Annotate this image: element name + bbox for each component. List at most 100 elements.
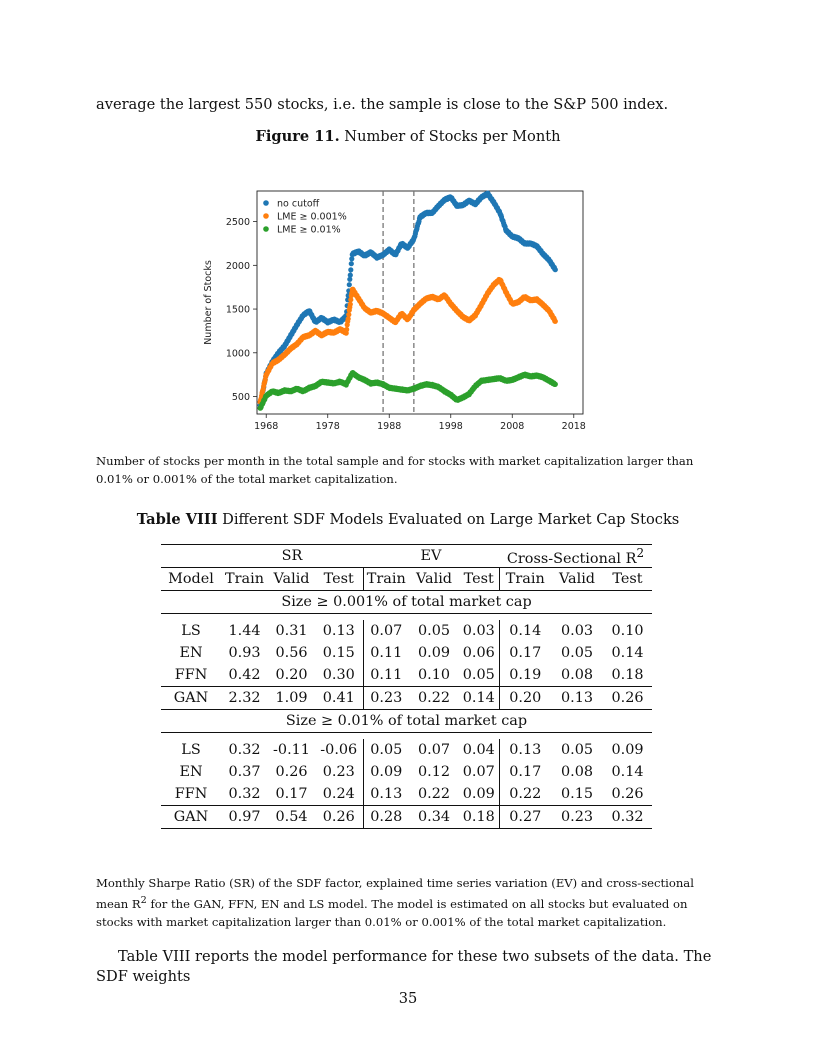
legend-entry: no cutoff	[277, 199, 320, 210]
row-value: 0.41	[315, 686, 364, 710]
subheader-5: Test	[459, 567, 500, 591]
row-value: -0.06	[315, 739, 364, 761]
table-row-gan: GAN 2.32 1.09 0.41 0.23 0.22 0.14 0.20 0.13 0.26	[161, 686, 652, 710]
panel-title-row: Size ≥ 0.001% of total market cap	[161, 590, 652, 614]
row-value: 0.04	[459, 739, 500, 761]
row-value: 0.28	[363, 805, 409, 829]
row-value: 0.05	[417, 623, 451, 639]
subheader-0: Train	[221, 567, 268, 591]
row-value: 0.07	[370, 623, 403, 639]
panel-title-2: Size ≥ 0.01% of total market cap	[161, 709, 652, 733]
row-value: 0.08	[560, 764, 594, 780]
row-value: 0.13	[551, 686, 603, 710]
figure-title: Figure 11. Number of Stocks per Month	[0, 128, 816, 145]
figure-label: Figure 11.	[255, 128, 340, 145]
data-point	[346, 282, 352, 288]
row-value: 0.23	[315, 761, 364, 783]
row-value: 1.09	[268, 686, 315, 710]
group-header-cs: Cross-Sectional R2	[499, 544, 652, 568]
row-value: 0.03	[560, 623, 594, 639]
table-caption-b: for the GAN, FFN, EN and LS model. The m…	[96, 896, 688, 929]
x-tick-label: 1978	[316, 421, 340, 432]
y-tick-label: 500	[232, 392, 250, 403]
row-value: 0.13	[509, 742, 542, 758]
x-tick-label: 2018	[562, 421, 586, 432]
row-value: 0.34	[409, 805, 459, 829]
model-header: Model	[161, 567, 221, 591]
table-row-gan: GAN 0.97 0.54 0.26 0.28 0.34 0.18 0.27 0.23 0.32	[161, 805, 652, 829]
row-value: 0.08	[551, 664, 603, 687]
row-value: 0.12	[417, 764, 451, 780]
table-row: LS 0.32 -0.11 -0.06 0.05 0.07 0.04 0.13 0.05 0.09	[161, 739, 652, 761]
row-value: 0.13	[363, 783, 409, 806]
outro-paragraph: Table VIII reports the model performance…	[96, 948, 712, 985]
row-value: 0.09	[459, 783, 500, 806]
legend-marker	[263, 200, 269, 206]
table-row: FFN 0.42 0.20 0.30 0.11 0.10 0.05 0.19 0.08 0.18	[161, 664, 652, 687]
row-value: 0.32	[603, 805, 652, 829]
row-model: GAN	[161, 686, 221, 710]
row-value: 0.24	[315, 783, 364, 806]
table-label: Table VIII	[136, 511, 218, 528]
row-model: EN	[179, 764, 203, 780]
row-value: 0.09	[417, 645, 451, 661]
legend-entry: LME ≥ 0.01%	[277, 225, 341, 236]
row-value: 0.18	[459, 805, 500, 829]
data-point	[348, 297, 354, 303]
data-point	[349, 256, 355, 262]
row-value: 0.37	[228, 764, 261, 780]
row-model: EN	[179, 645, 203, 661]
row-value: 2.32	[221, 686, 268, 710]
figure-title-text: Number of Stocks per Month	[344, 128, 561, 145]
group-header-ev: EV	[363, 544, 499, 568]
x-tick-label: 2008	[500, 421, 524, 432]
row-value: 0.11	[363, 664, 409, 687]
row-value: 0.15	[315, 642, 364, 664]
row-value: 0.97	[221, 805, 268, 829]
table-row: EN 0.93 0.56 0.15 0.11 0.09 0.06 0.17 0.05 0.14	[161, 642, 652, 664]
data-point	[347, 272, 353, 278]
legend-entry: LME ≥ 0.001%	[277, 212, 347, 223]
row-value: 0.07	[459, 761, 500, 783]
table-caption-a: Monthly Sharpe Ratio (SR) of the SDF fac…	[96, 876, 694, 911]
row-value: -0.11	[273, 742, 310, 758]
row-value: 0.03	[459, 620, 500, 642]
row-value: 0.11	[370, 645, 403, 661]
row-model: GAN	[161, 805, 221, 829]
data-point	[552, 267, 558, 273]
row-value: 0.42	[221, 664, 268, 687]
y-axis-label: Number of Stocks	[203, 260, 214, 345]
row-value: 0.56	[275, 645, 308, 661]
table-subheader: Model Train Valid Test Train Valid Test Train Va…	[161, 567, 652, 591]
figure-caption: Number of stocks per month in the total …	[96, 454, 694, 486]
table-caption-sup: 2	[140, 895, 147, 906]
data-point	[348, 261, 354, 267]
legend-marker	[263, 213, 269, 219]
stocks-per-month-chart: 1968 1978 1988 1998 2008 2018 500 1000 1500 2000 2…	[203, 190, 586, 432]
row-value: 0.10	[409, 664, 459, 687]
x-tick-label: 1968	[254, 421, 278, 432]
row-value: 0.23	[551, 805, 603, 829]
empty-cell	[161, 544, 221, 568]
y-tick-label: 1500	[226, 305, 250, 316]
x-tick-label: 1988	[377, 421, 401, 432]
y-tick-label: 2000	[226, 261, 250, 272]
table-title-text: Different SDF Models Evaluated on Large …	[222, 511, 680, 528]
row-value: 0.32	[221, 783, 268, 806]
row-value: 0.05	[560, 742, 594, 758]
subheader-1: Valid	[268, 567, 315, 591]
row-value: 0.31	[275, 623, 308, 639]
row-value: 0.20	[268, 664, 315, 687]
table-caption: Monthly Sharpe Ratio (SR) of the SDF fac…	[96, 874, 720, 931]
table-row: EN 0.37 0.26 0.23 0.09 0.12 0.07 0.17 0.08 0.14	[161, 761, 652, 783]
row-value: 0.17	[509, 764, 542, 780]
row-value: 0.07	[417, 742, 451, 758]
row-value: 0.18	[603, 664, 652, 687]
row-model: LS	[181, 623, 201, 639]
row-value: 0.26	[603, 686, 652, 710]
group-header-sr: SR	[221, 544, 363, 568]
row-model: FFN	[161, 664, 221, 687]
x-tick-label: 1998	[439, 421, 463, 432]
row-value: 0.14	[611, 645, 644, 661]
subheader-8: Test	[603, 567, 652, 591]
